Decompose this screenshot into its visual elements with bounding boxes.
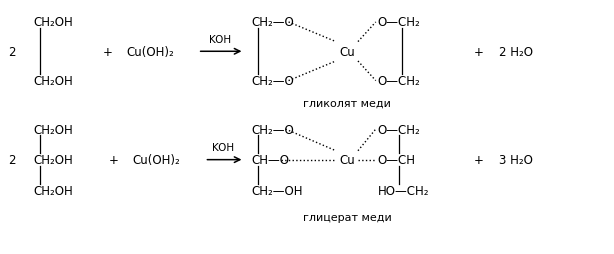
- Text: O—CH: O—CH: [378, 154, 416, 166]
- Text: 2 H₂O: 2 H₂O: [499, 46, 533, 58]
- Text: KOH: KOH: [212, 142, 235, 152]
- Text: CH₂—OH: CH₂—OH: [252, 184, 303, 197]
- Text: O—CH₂: O—CH₂: [378, 17, 421, 29]
- Text: +: +: [474, 46, 484, 58]
- Text: CH₂—O: CH₂—O: [252, 123, 295, 136]
- Text: CH₂OH: CH₂OH: [34, 123, 74, 136]
- Text: Cu: Cu: [339, 46, 355, 58]
- Text: CH₂OH: CH₂OH: [34, 17, 74, 29]
- Text: KOH: KOH: [209, 34, 231, 44]
- Text: O—CH₂: O—CH₂: [378, 75, 421, 88]
- Text: CH₂OH: CH₂OH: [34, 154, 74, 166]
- Text: Cu: Cu: [339, 154, 355, 166]
- Text: глицерат меди: глицерат меди: [303, 212, 391, 222]
- Text: +: +: [109, 154, 119, 166]
- Text: 3 H₂O: 3 H₂O: [499, 154, 533, 166]
- Text: CH₂—O: CH₂—O: [252, 75, 295, 88]
- Text: 2: 2: [8, 154, 15, 166]
- Text: Cu(OH)₂: Cu(OH)₂: [126, 46, 174, 58]
- Text: CH—O: CH—O: [252, 154, 290, 166]
- Text: CH₂OH: CH₂OH: [34, 184, 74, 197]
- Text: CH₂OH: CH₂OH: [34, 75, 74, 88]
- Text: Cu(OH)₂: Cu(OH)₂: [133, 154, 181, 166]
- Text: CH₂—O: CH₂—O: [252, 17, 295, 29]
- Text: HO—CH₂: HO—CH₂: [378, 184, 429, 197]
- Text: гликолят меди: гликолят меди: [303, 98, 391, 108]
- Text: +: +: [474, 154, 484, 166]
- Text: O—CH₂: O—CH₂: [378, 123, 421, 136]
- Text: 2: 2: [8, 46, 15, 58]
- Text: +: +: [103, 46, 112, 58]
